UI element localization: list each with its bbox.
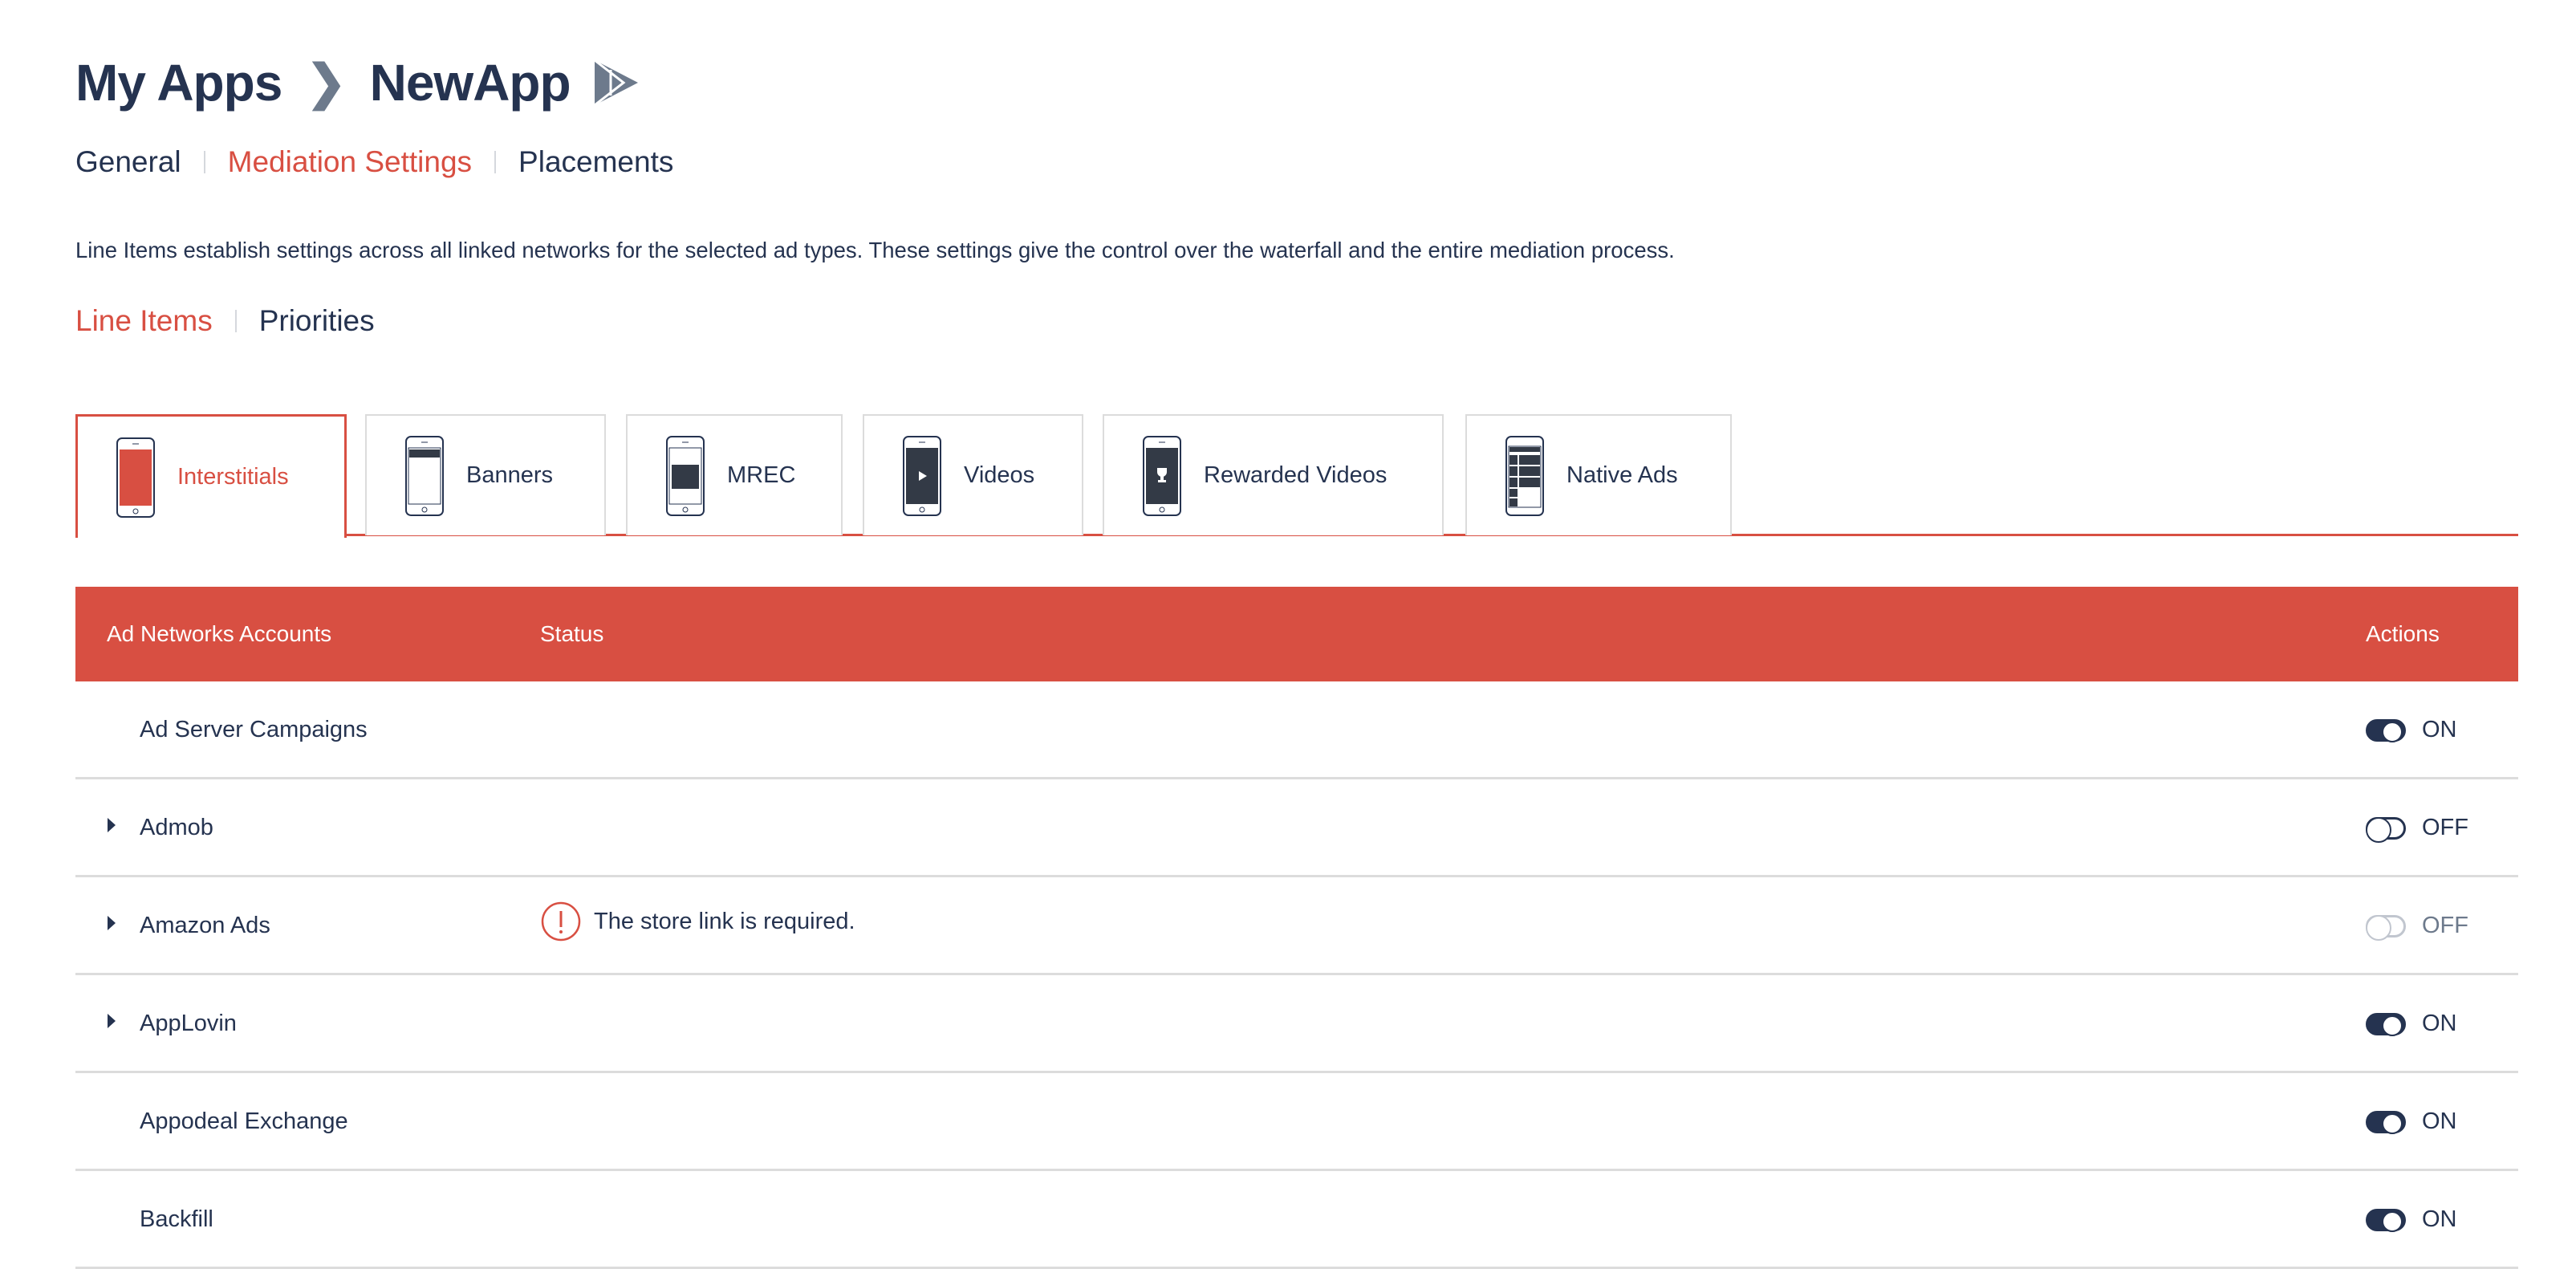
toggle-switch[interactable]: OFF: [2366, 815, 2468, 843]
chevron-right-icon: ❯: [306, 55, 346, 109]
toggle-icon[interactable]: [2366, 816, 2406, 843]
phone-video-icon: [903, 435, 941, 516]
breadcrumb-app-name: NewApp: [369, 54, 571, 112]
toggle-switch: OFF: [2366, 913, 2468, 941]
header-status: Status: [540, 621, 604, 646]
network-name: Amazon Ads: [140, 913, 270, 938]
tab-label: Videos: [964, 462, 1035, 488]
ad-type-tabs: Interstitials Banners MREC Videos Reward…: [75, 414, 2518, 538]
status-text: The store link is required.: [594, 908, 855, 934]
toggle-state: ON: [2422, 1108, 2457, 1134]
toggle-state: ON: [2422, 1206, 2457, 1232]
tab-rewarded-videos[interactable]: Rewarded Videos: [1103, 414, 1444, 535]
table-row: AppLovin ON: [75, 975, 2518, 1073]
toggle-state: OFF: [2422, 815, 2468, 840]
phone-interstitial-icon: [116, 437, 155, 518]
tab-native-ads[interactable]: Native Ads: [1465, 414, 1732, 535]
network-name: AppLovin: [140, 1011, 237, 1036]
status-message: The store link is required.: [541, 901, 855, 942]
phone-mrec-icon: [666, 435, 705, 516]
tab-label: MREC: [727, 462, 796, 488]
nav-placements[interactable]: Placements: [518, 145, 674, 178]
table-row: Backfill ON: [75, 1171, 2518, 1269]
toggle-switch[interactable]: ON: [2366, 1206, 2457, 1233]
nav-general[interactable]: General: [75, 145, 181, 178]
toggle-icon[interactable]: [2366, 1012, 2406, 1036]
header-ad-networks: Ad Networks Accounts: [107, 621, 332, 646]
network-name: Ad Server Campaigns: [140, 717, 368, 742]
toggle-icon: [2366, 914, 2406, 941]
network-name: Backfill: [140, 1206, 213, 1232]
toggle-icon[interactable]: [2366, 1110, 2406, 1134]
table-row: Ad Server Campaigns ON: [75, 681, 2518, 779]
phone-banner-icon: [405, 435, 444, 516]
table-row: Appodeal Exchange ON: [75, 1073, 2518, 1171]
tab-label: Rewarded Videos: [1204, 462, 1388, 488]
description: Line Items establish settings across all…: [75, 238, 1675, 262]
toggle-switch[interactable]: ON: [2366, 1108, 2457, 1135]
table-row: Admob OFF: [75, 779, 2518, 877]
toggle-icon[interactable]: [2366, 1208, 2406, 1232]
phone-native-icon: [1505, 435, 1544, 516]
tab-banners[interactable]: Banners: [365, 414, 606, 535]
expand-caret-icon[interactable]: [108, 1014, 116, 1028]
sub-nav: Line Items Priorities: [75, 304, 375, 338]
table-row: Amazon Ads The store link is required. OFF: [75, 877, 2518, 975]
toggle-state: ON: [2422, 717, 2457, 742]
nav-mediation-settings[interactable]: Mediation Settings: [227, 145, 473, 178]
network-name: Admob: [140, 815, 213, 840]
expand-caret-icon[interactable]: [108, 818, 116, 832]
alert-icon: [541, 901, 581, 942]
tab-label: Native Ads: [1566, 462, 1678, 488]
toggle-switch[interactable]: ON: [2366, 1011, 2457, 1037]
breadcrumb-my-apps[interactable]: My Apps: [75, 54, 282, 112]
toggle-state: ON: [2422, 1011, 2457, 1036]
tab-line-items[interactable]: Line Items: [75, 304, 213, 337]
google-play-icon: [594, 60, 638, 105]
table-header: Ad Networks Accounts Status Actions: [75, 587, 2518, 681]
toggle-state: OFF: [2422, 913, 2468, 938]
tab-priorities[interactable]: Priorities: [258, 304, 375, 337]
expand-caret-icon[interactable]: [108, 916, 116, 930]
app-nav: General Mediation Settings Placements: [75, 145, 673, 179]
network-name: Appodeal Exchange: [140, 1108, 348, 1134]
tab-videos[interactable]: Videos: [863, 414, 1083, 535]
breadcrumb: My Apps ❯ NewApp: [75, 53, 638, 112]
phone-rewarded-icon: [1143, 435, 1181, 516]
tab-mrec[interactable]: MREC: [626, 414, 843, 535]
toggle-switch[interactable]: ON: [2366, 717, 2457, 743]
tab-interstitials[interactable]: Interstitials: [75, 414, 347, 538]
header-actions: Actions: [2366, 621, 2440, 646]
tab-label: Banners: [466, 462, 554, 488]
toggle-icon[interactable]: [2366, 718, 2406, 742]
tab-label: Interstitials: [177, 464, 289, 490]
